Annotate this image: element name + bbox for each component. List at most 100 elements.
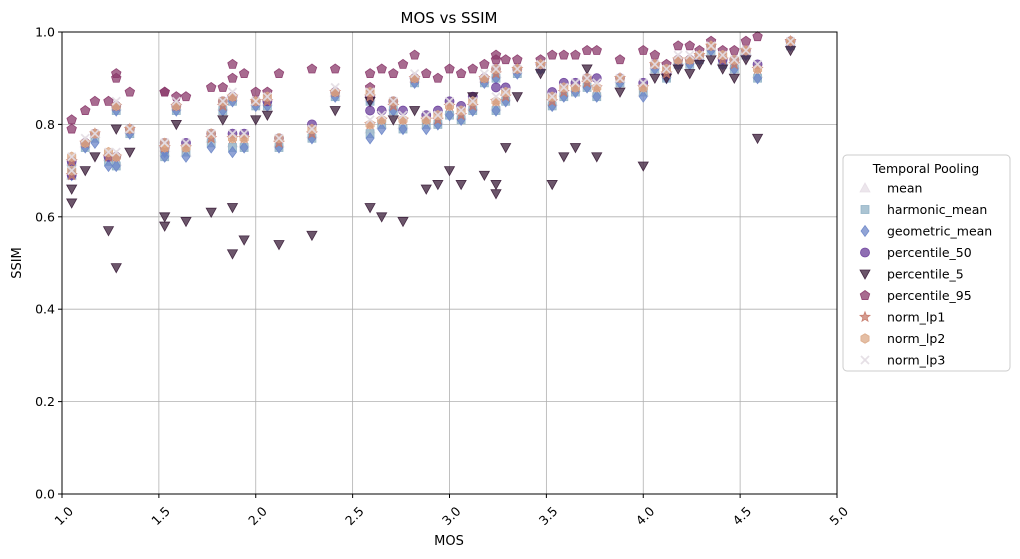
data-point-geometric-mean <box>638 90 648 103</box>
data-point-percentile-5 <box>490 180 502 191</box>
data-point-percentile-5 <box>159 212 171 223</box>
data-points <box>65 31 797 274</box>
data-point-norm-lp3 <box>111 147 121 157</box>
data-point-percentile-95 <box>684 40 695 51</box>
data-point-norm-lp2 <box>227 133 238 144</box>
data-point-norm-lp3-stroke <box>80 133 90 143</box>
data-point-percentile-5 <box>705 55 717 66</box>
data-point-percentile-95 <box>103 95 114 106</box>
data-point-percentile-5 <box>500 143 512 154</box>
data-point-norm-lp3 <box>468 96 478 106</box>
data-point-norm-lp3-stroke <box>377 110 387 120</box>
data-point-percentile-95 <box>432 72 444 83</box>
legend-marker-norm-lp1 <box>858 310 872 323</box>
data-point-norm-lp2 <box>181 142 191 153</box>
legend-item-norm-lp3: norm_lp3 <box>860 353 945 368</box>
data-point-norm-lp3 <box>444 96 455 106</box>
y-tick-label: 0.4 <box>35 302 55 317</box>
data-point-norm-lp3-stroke <box>673 50 683 60</box>
data-point-norm-lp3-stroke <box>491 64 501 74</box>
data-point-norm-lp3 <box>752 59 763 69</box>
data-point-norm-lp3-stroke <box>227 87 238 97</box>
data-point-norm-lp3-stroke <box>501 87 511 97</box>
data-point-percentile-5 <box>546 180 558 191</box>
data-point-percentile-95 <box>227 72 238 83</box>
data-point-percentile-95 <box>217 81 229 92</box>
data-point-norm-lp3-stroke <box>752 59 763 69</box>
data-point-norm-lp3 <box>111 96 121 106</box>
data-point-norm-lp2 <box>592 82 602 93</box>
legend-marker-mean <box>859 182 871 193</box>
legend-marker-norm-lp2 <box>860 333 870 344</box>
data-point-percentile-95 <box>546 49 558 60</box>
data-point-norm-lp3-stroke <box>582 73 592 83</box>
data-point-norm-lp3 <box>706 41 716 51</box>
data-point-percentile-95 <box>111 72 122 83</box>
data-point-norm-lp3-stroke <box>218 96 228 106</box>
legend-item-percentile-95: percentile_95 <box>859 288 972 303</box>
data-point-norm-lp3 <box>547 92 557 102</box>
y-axis-ticks: 0.0 0.2 0.4 0.6 0.8 1.0 <box>35 25 62 502</box>
legend-label: percentile_95 <box>887 288 972 303</box>
y-tick-label: 0.2 <box>35 394 55 409</box>
data-point-norm-lp3 <box>171 96 181 106</box>
data-point-percentile-95 <box>467 63 478 74</box>
data-point-norm-lp3 <box>388 96 398 106</box>
data-point-geometric-mean <box>239 141 249 154</box>
data-point-percentile-95 <box>273 68 285 79</box>
legend-label: norm_lp1 <box>887 310 945 325</box>
x-axis-label: MOS <box>434 534 464 549</box>
data-point-percentile-95 <box>570 49 581 60</box>
data-point-norm-lp3 <box>307 124 317 134</box>
data-point-percentile-95 <box>558 49 570 60</box>
legend-marker-norm-lp3 <box>860 355 870 365</box>
data-point-percentile-5 <box>306 230 318 242</box>
data-point-norm-lp3 <box>218 96 228 106</box>
data-point-percentile-5 <box>432 180 444 191</box>
data-point-norm-lp3-stroke <box>181 138 191 148</box>
data-point-percentile-95 <box>479 58 490 69</box>
data-point-percentile-5 <box>751 133 764 145</box>
data-point-norm-lp3-stroke <box>685 50 695 60</box>
legend-item-geometric-mean: geometric_mean <box>860 224 992 239</box>
y-tick-label: 0.8 <box>35 117 55 132</box>
data-point-norm-lp3-stroke <box>729 55 739 65</box>
legend-label: percentile_5 <box>887 267 964 282</box>
series-percentile-95 <box>66 31 796 134</box>
data-point-percentile-5 <box>455 180 467 191</box>
data-point-norm-lp3 <box>160 138 170 148</box>
data-point-norm-lp2 <box>673 54 683 65</box>
data-point-norm-lp2 <box>491 96 501 107</box>
data-point-percentile-5 <box>684 69 696 80</box>
data-point-norm-lp3-stroke <box>67 165 77 176</box>
data-point-percentile-5 <box>717 64 729 75</box>
data-point-norm-lp3 <box>456 105 466 116</box>
data-point-geometric-mean <box>365 132 375 145</box>
data-point-percentile-5 <box>79 166 91 177</box>
data-point-norm-lp3-stroke <box>615 73 625 83</box>
data-point-norm-lp3 <box>365 115 375 125</box>
data-point-norm-lp3-stroke <box>365 87 375 97</box>
data-point-percentile-5 <box>329 106 341 117</box>
data-point-percentile-5 <box>534 69 547 80</box>
data-point-percentile-95 <box>89 95 101 106</box>
data-point-percentile-5 <box>614 87 626 98</box>
data-point-norm-lp3 <box>592 78 602 88</box>
data-point-norm-lp3 <box>535 59 546 69</box>
legend-item-norm-lp2: norm_lp2 <box>860 331 945 346</box>
data-point-geometric-mean <box>90 136 100 150</box>
data-point-norm-lp3-stroke <box>559 82 569 93</box>
data-point-percentile-95 <box>444 63 455 74</box>
data-point-norm-lp3 <box>729 55 739 65</box>
data-point-geometric-mean <box>445 108 454 122</box>
legend: Temporal Pooling mean harmonic_meangeomet… <box>842 154 1011 372</box>
data-point-percentile-5 <box>693 59 706 71</box>
data-point-norm-lp2 <box>227 91 238 102</box>
data-point-norm-lp3-stroke <box>547 92 557 102</box>
data-point-norm-lp3 <box>638 78 648 88</box>
data-point-norm-lp2 <box>570 82 580 93</box>
data-point-percentile-95 <box>614 54 626 65</box>
legend-marker-harmonic-mean <box>860 205 870 214</box>
data-point-norm-lp2 <box>410 72 420 84</box>
